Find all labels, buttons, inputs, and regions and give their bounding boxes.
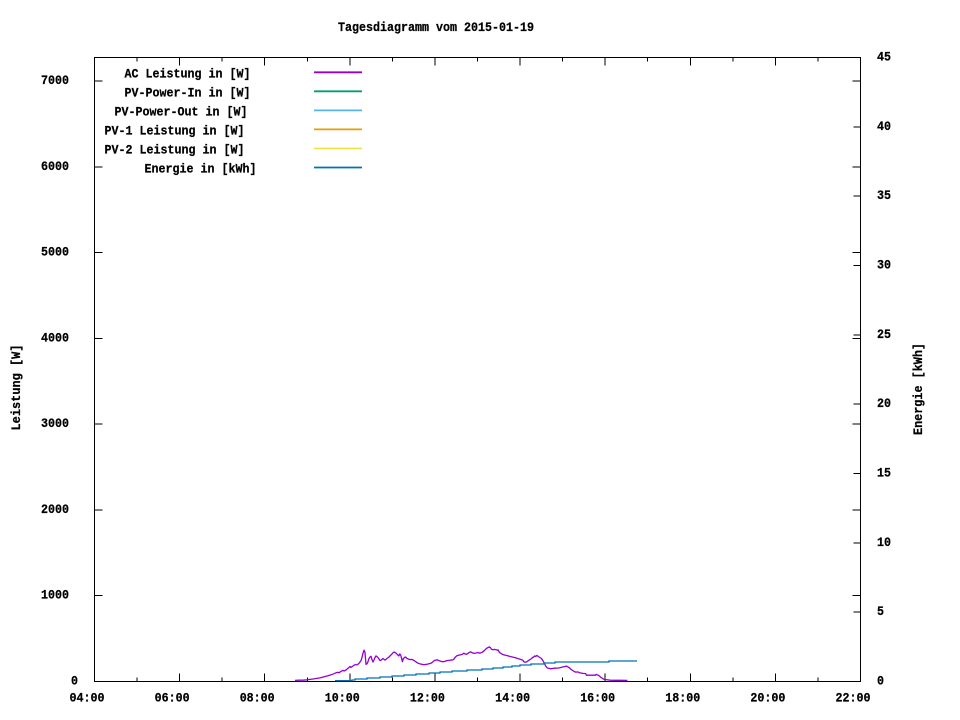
- svg-text:12:00: 12:00: [410, 691, 445, 706]
- svg-text:AC Leistung in [W]: AC Leistung in [W]: [125, 66, 251, 81]
- svg-text:4000: 4000: [41, 330, 69, 345]
- svg-text:25: 25: [877, 327, 891, 342]
- svg-text:1000: 1000: [41, 588, 69, 603]
- svg-text:Tagesdiagramm vom 2015-01-19: Tagesdiagramm vom 2015-01-19: [338, 20, 534, 35]
- svg-text:Energie [kWh]: Energie [kWh]: [911, 343, 926, 435]
- svg-text:0: 0: [877, 674, 884, 689]
- svg-text:30: 30: [877, 258, 891, 273]
- svg-text:14:00: 14:00: [495, 691, 530, 706]
- svg-text:10: 10: [877, 535, 891, 550]
- svg-text:08:00: 08:00: [240, 691, 275, 706]
- svg-text:16:00: 16:00: [580, 691, 615, 706]
- svg-text:18:00: 18:00: [665, 691, 700, 706]
- svg-text:04:00: 04:00: [70, 691, 105, 706]
- svg-text:Energie in [kWh]: Energie in [kWh]: [145, 162, 257, 177]
- svg-text:45: 45: [877, 50, 891, 65]
- svg-text:06:00: 06:00: [155, 691, 190, 706]
- svg-text:10:00: 10:00: [325, 691, 360, 706]
- svg-text:20:00: 20:00: [750, 691, 785, 706]
- svg-text:40: 40: [877, 119, 891, 134]
- svg-text:7000: 7000: [41, 73, 69, 88]
- svg-text:PV-1 Leistung in [W]: PV-1 Leistung in [W]: [105, 123, 245, 138]
- svg-text:5: 5: [877, 604, 884, 619]
- svg-text:5000: 5000: [41, 245, 69, 260]
- svg-text:PV-Power-Out in [W]: PV-Power-Out in [W]: [115, 104, 248, 119]
- svg-text:PV-2 Leistung in [W]: PV-2 Leistung in [W]: [105, 143, 245, 158]
- svg-text:15: 15: [877, 466, 891, 481]
- svg-text:PV-Power-In in [W]: PV-Power-In in [W]: [125, 85, 251, 100]
- svg-text:20: 20: [877, 396, 891, 411]
- svg-text:35: 35: [877, 188, 891, 203]
- svg-text:Leistung [W]: Leistung [W]: [9, 345, 24, 431]
- svg-text:2000: 2000: [41, 502, 69, 517]
- svg-text:3000: 3000: [41, 416, 69, 431]
- svg-text:0: 0: [71, 674, 78, 689]
- svg-text:6000: 6000: [41, 159, 69, 174]
- svg-text:22:00: 22:00: [836, 691, 871, 706]
